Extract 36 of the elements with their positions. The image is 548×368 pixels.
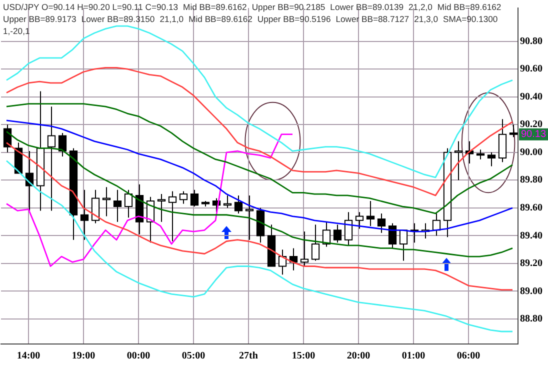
annotation: Upper BB=90.5196 — [257, 13, 331, 25]
annotation: Lower BB=89.0139 — [330, 1, 404, 13]
y-tick-label: 89.20 — [520, 258, 542, 270]
annotation: 21,2,0 — [408, 1, 432, 13]
annotation: Mid BB=89.6162 — [183, 1, 247, 13]
x-tick-label: 00:00 — [126, 350, 150, 362]
y-tick-label: 89.60 — [520, 202, 542, 214]
annotation: Lower BB=88.7127 — [336, 13, 410, 25]
y-tick-label: 90.20 — [520, 119, 542, 130]
x-tick-label: 20:00 — [346, 350, 370, 362]
annotation: Mid BB=89.6162 — [437, 1, 502, 13]
annotation: Upper BB=90.2185 — [252, 1, 326, 13]
x-tick-label: 19:00 — [72, 350, 96, 362]
y-tick-label: 89.80 — [520, 174, 542, 186]
x-tick-label: 01:00 — [402, 350, 426, 362]
annotation: USD/JPY O=90.14 H=90.20 L=90.11 C=90.13 — [3, 1, 178, 13]
x-tick-label: 14:00 — [16, 350, 40, 362]
x-tick-label: 27th — [239, 350, 258, 362]
x-tick-label: 06:00 — [456, 350, 480, 362]
y-tick-label: 89.40 — [520, 230, 542, 242]
y-tick-label: 89.00 — [520, 286, 542, 297]
x-tick-label: 05:00 — [182, 350, 206, 362]
y-tick-label: 88.80 — [520, 314, 542, 325]
annotation: SMA=90.1300 — [442, 13, 498, 25]
y-tick-label: 90.80 — [520, 36, 542, 47]
y-tick-label: 90.60 — [520, 64, 542, 75]
y-tick-label: 90.00 — [520, 146, 542, 158]
annotation: 90.13 — [521, 129, 546, 140]
x-tick-label: 15:00 — [292, 350, 316, 362]
annotation: 21,1,0 — [160, 13, 184, 25]
y-tick-label: 90.40 — [520, 91, 542, 102]
annotation: Upper BB=89.9173 — [3, 13, 76, 25]
annotation: Lower BB=89.3150 — [81, 13, 155, 25]
annotation: 21,3,0 — [414, 13, 438, 25]
annotation: 1,-20,1 — [3, 25, 30, 37]
annotation: Mid BB=89.6162 — [188, 13, 252, 25]
